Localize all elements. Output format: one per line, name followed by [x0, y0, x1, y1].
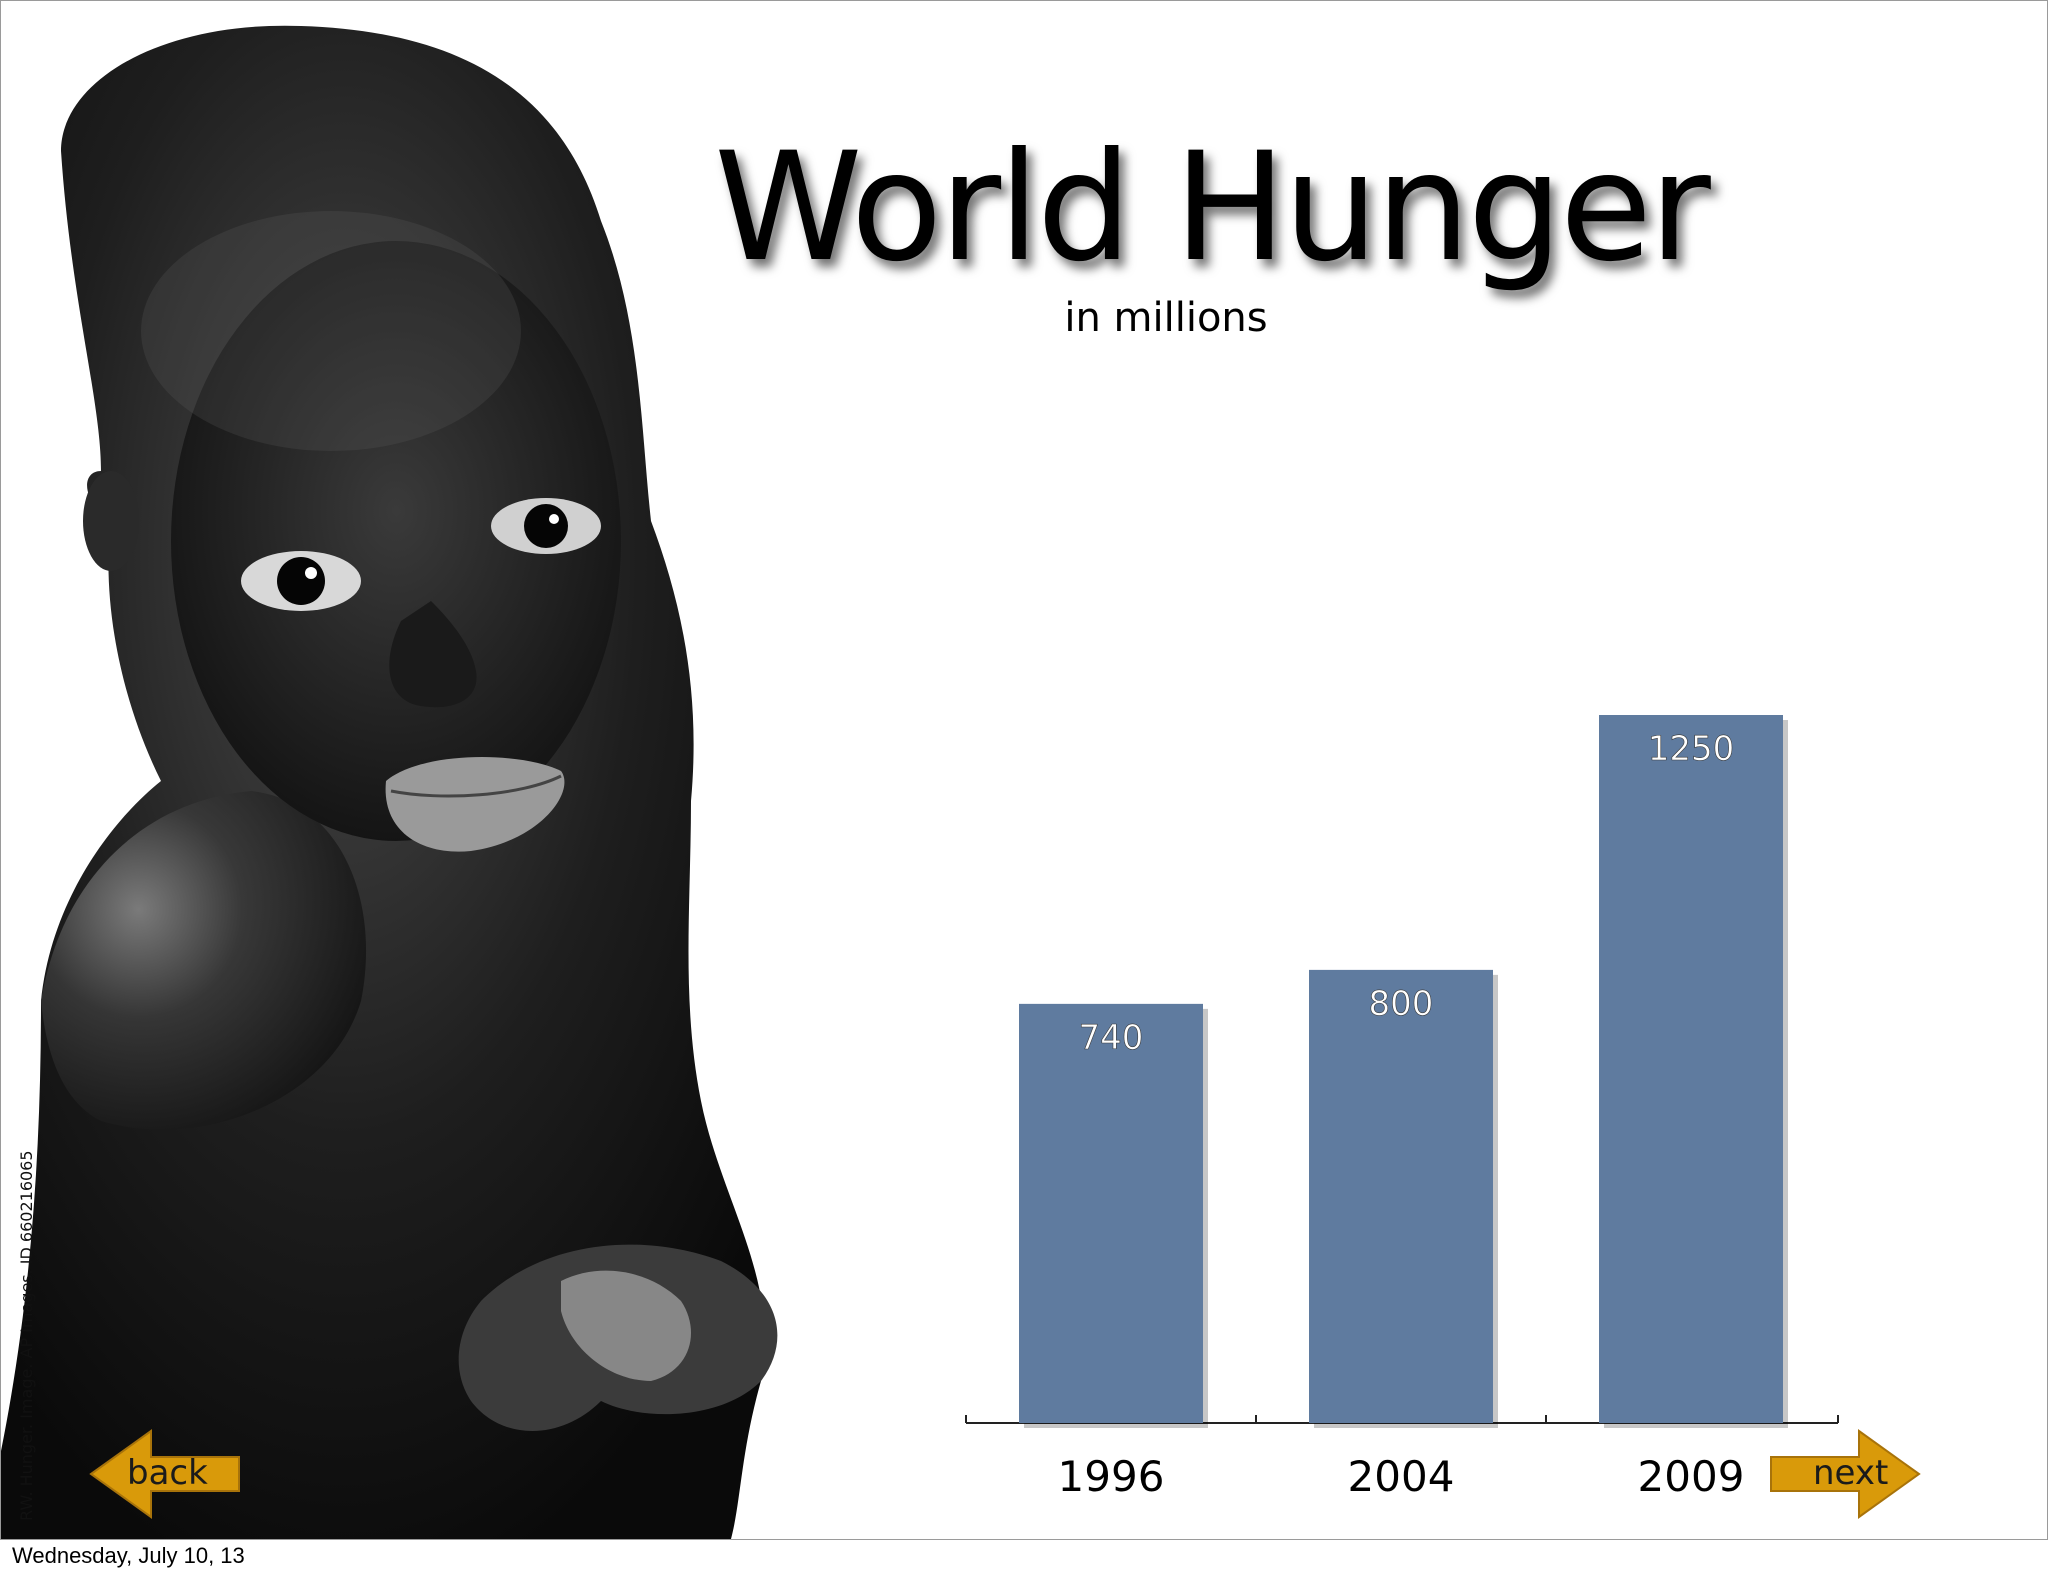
left-arrow-icon [89, 1429, 240, 1519]
bar-data-label: 1250 [1648, 729, 1735, 769]
bar [1019, 1003, 1203, 1423]
right-arrow-icon [1770, 1429, 1921, 1519]
footer-date: Wednesday, July 10, 13 [12, 1543, 245, 1568]
bar [1599, 715, 1783, 1423]
x-tick-label: 1996 [1058, 1452, 1165, 1501]
slide-title: World Hunger [714, 121, 1711, 295]
child-photo [1, 25, 778, 1539]
bar-chart: 740 1996 800 2004 1250 2009 [965, 715, 1839, 1501]
next-button-label: next [1813, 1453, 1889, 1493]
bar-data-label: 800 [1369, 984, 1434, 1024]
x-tick-label: 2009 [1638, 1452, 1745, 1501]
x-tick-label: 2004 [1348, 1452, 1455, 1501]
back-button-label: back [127, 1453, 208, 1493]
photo-credit: RW. Hunger. Image. AP Images. ID 6602160… [17, 1150, 36, 1521]
back-button[interactable]: back [89, 1429, 241, 1519]
next-button[interactable]: next [1769, 1429, 1921, 1519]
bar-data-label: 740 [1079, 1018, 1144, 1058]
slide-subtitle: in millions [1064, 295, 1268, 341]
bar [1309, 969, 1493, 1423]
slide: World Hunger in millions 740 1996 800 2004 1… [0, 0, 2048, 1540]
